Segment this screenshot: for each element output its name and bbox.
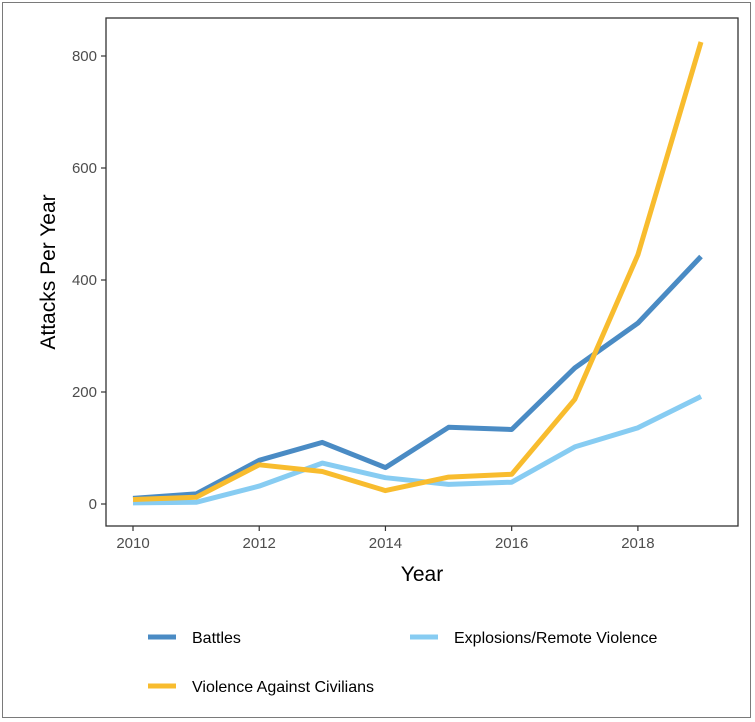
x-tick-label: 2010 <box>116 535 149 552</box>
series-line-explosions-remote-violence <box>132 394 703 506</box>
x-tick-label: 2016 <box>495 535 528 552</box>
plot-panel-border <box>105 17 739 527</box>
y-axis-title: Attacks Per Year <box>37 194 60 349</box>
x-axis: 2010 2012 2014 2016 2018 <box>116 526 655 552</box>
y-tick-label: 800 <box>72 48 97 65</box>
x-tick-label: 2014 <box>369 535 402 552</box>
y-axis: 0 200 400 600 800 <box>72 48 106 513</box>
legend-label-violence-against-civilians: Violence Against Civilians <box>192 679 374 696</box>
legend: Battles Explosions/Remote Violence Violenc… <box>148 630 657 696</box>
series-line-violence-against-civilians <box>132 41 704 502</box>
series-lines <box>132 41 704 506</box>
y-tick-label: 600 <box>72 160 97 177</box>
legend-label-battles: Battles <box>192 630 241 647</box>
y-tick-label: 200 <box>72 384 97 401</box>
y-tick-label: 0 <box>89 496 97 513</box>
x-tick-label: 2018 <box>621 535 654 552</box>
legend-label-explosions-remote-violence: Explosions/Remote Violence <box>454 630 657 647</box>
series-line-battles <box>132 254 703 501</box>
x-tick-label: 2012 <box>243 535 276 552</box>
x-axis-title: Year <box>401 563 443 586</box>
y-tick-label: 400 <box>72 272 97 289</box>
